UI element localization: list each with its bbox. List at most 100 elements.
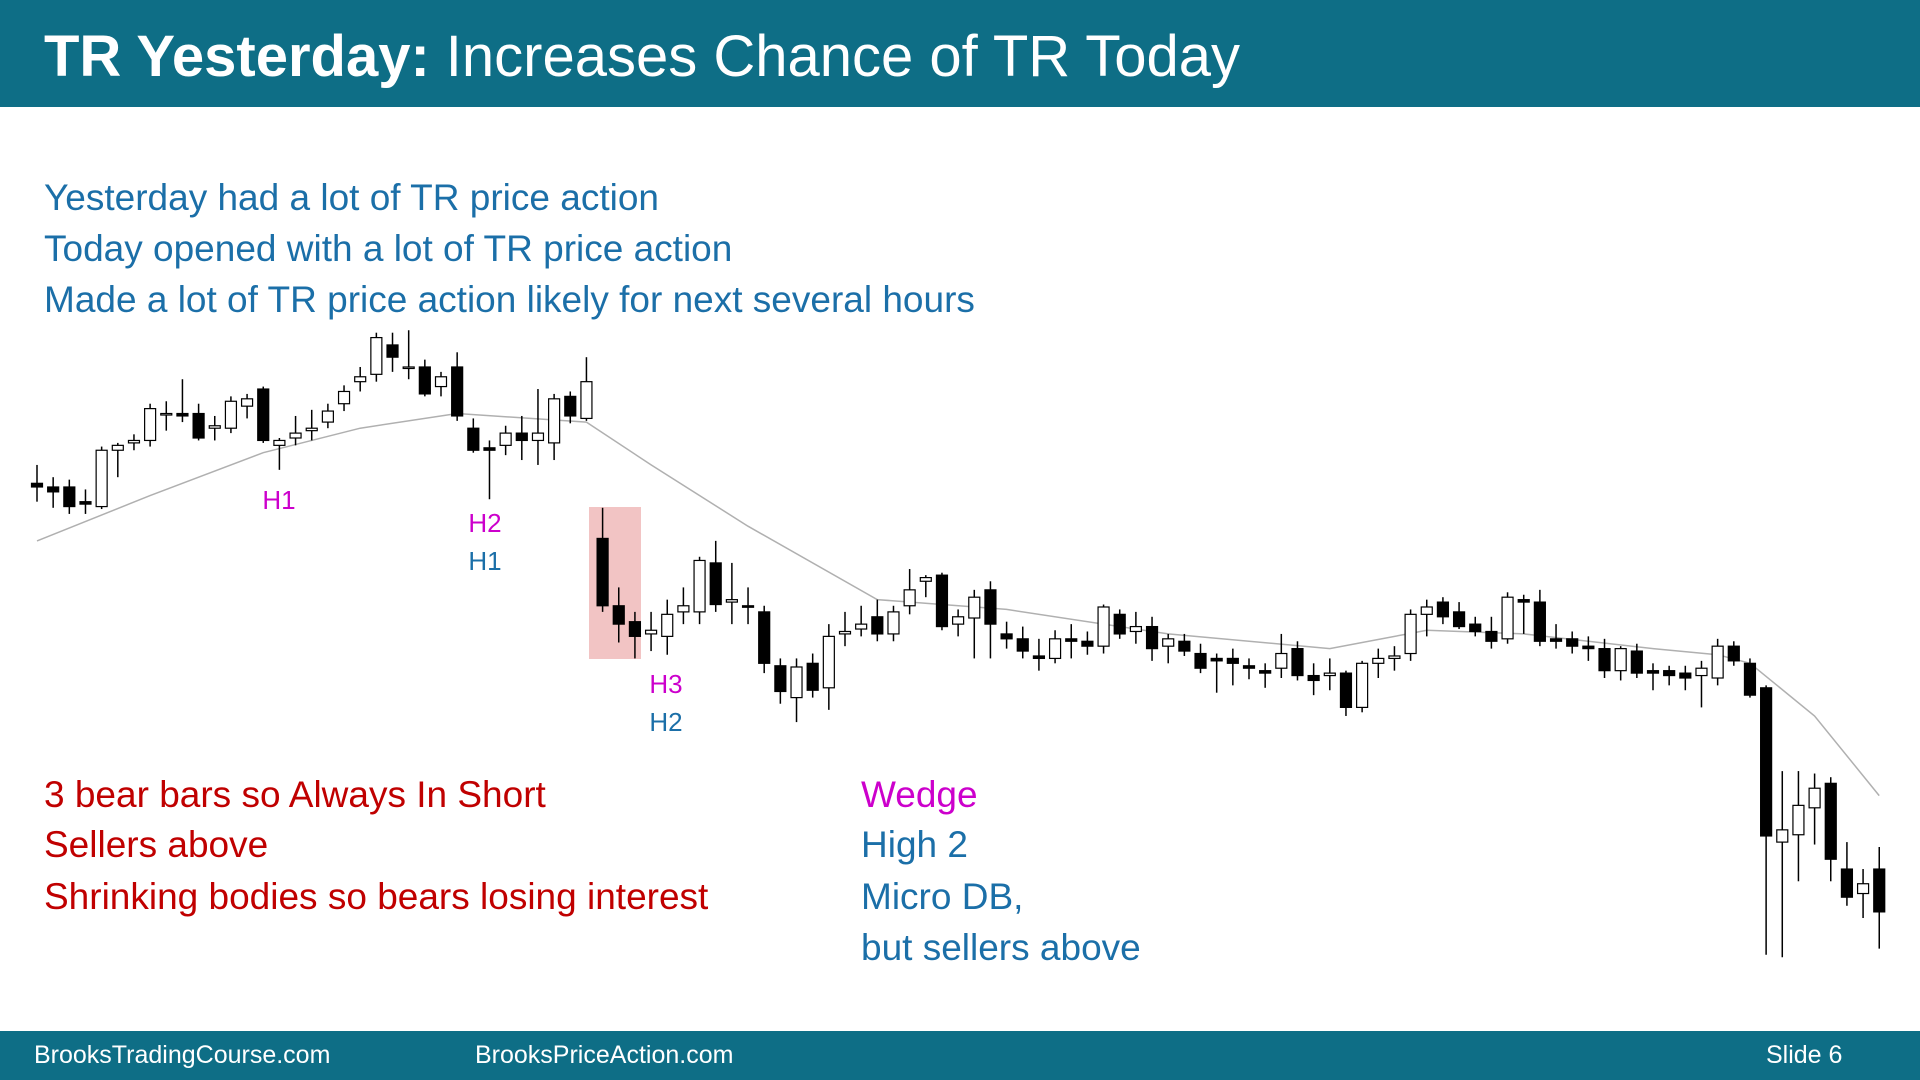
candle-body [1420,606,1433,615]
candle-body [1356,662,1369,708]
candle-body [548,398,561,444]
candle-body [1743,662,1757,696]
candle-body [1226,657,1239,664]
candle-body [483,447,496,451]
candle-body [1372,657,1385,664]
candle-body [1145,625,1159,650]
candle-body [1533,601,1546,642]
candle-body [1549,638,1563,642]
candle-body [1081,640,1094,647]
candle-body [644,629,658,635]
candle-body [968,596,981,619]
candle-body [806,662,819,691]
candle-body [1339,672,1353,709]
candle-body [1178,640,1191,652]
candle-body [1404,613,1417,655]
candle-body [1630,650,1643,674]
candle-body [208,425,221,429]
note-right: but sellers above [861,927,1141,968]
candle-body [192,412,205,439]
candle-body [612,605,625,625]
candle-body [30,482,44,488]
candle-body [289,432,302,439]
candle-body [1501,596,1514,640]
candle-body [952,616,965,625]
candle-body [628,621,642,637]
candle-body [709,562,722,606]
candle-body [1792,804,1805,836]
candle-body [402,366,415,370]
candle-body [515,432,528,442]
candle-body [1065,638,1078,642]
candle-body [224,400,238,429]
candle-body [1048,638,1062,660]
note-left: 3 bear bars so Always In Short [44,774,547,815]
candle-body [386,344,399,358]
candle-body [1436,601,1450,618]
title-rest: Increases Chance of TR Today [446,24,1240,89]
slide-number: Slide 6 [1766,1041,1842,1069]
candle-body [1452,611,1466,628]
candle-body [305,427,318,432]
candle-body [176,412,189,417]
candle-body [63,486,76,508]
candle-body [1727,645,1740,662]
candle-body [903,589,916,607]
candle-body [596,537,609,607]
candle-body [774,665,787,693]
candle-body [677,605,690,613]
candle-body [144,408,157,442]
note-right: Micro DB, [861,876,1023,917]
candle-body [1259,670,1272,674]
candle-body [1614,648,1627,672]
candle-body [273,439,286,446]
note-left: Shrinking bodies so bears losing interes… [44,876,709,917]
candle-body [499,432,512,446]
title-bold: TR Yesterday: [44,24,430,89]
candle-body [693,559,706,613]
intro-line: Yesterday had a lot of TR price action [44,177,659,218]
candle-body [79,501,92,505]
candle-body [1469,623,1482,633]
candle-body [467,427,480,451]
annotation: H3 [649,669,682,699]
candle-body [1242,665,1256,669]
candle-body [1275,652,1288,669]
candle-body [1032,655,1046,660]
candle-body [1129,625,1142,633]
candle-body [887,611,900,635]
candle-body [531,432,545,442]
candle-body [871,616,884,635]
candle-body [1194,652,1207,669]
candle-body [984,589,997,625]
footer-link: BrooksPriceAction.com [475,1041,733,1069]
annotation: H1 [468,546,501,576]
candle-body [935,574,949,628]
candle-body [47,486,60,493]
candle-body [1323,672,1336,677]
candle-body [1097,606,1110,647]
note-right: Wedge [861,774,978,815]
candle-body [321,410,334,423]
candle-body [1000,633,1013,640]
candle-body [564,395,577,417]
candle-body [1388,655,1401,660]
candle-body [1485,630,1498,642]
candle-body [661,613,674,637]
candle-body [370,336,383,375]
candle-body [758,611,771,664]
candle-body [1582,645,1595,650]
candle-body [1598,648,1611,672]
candle-body [1291,648,1304,677]
ema-line [36,412,1880,797]
candle-body [1646,670,1660,674]
annotation: H2 [468,508,501,538]
candle-body [1808,787,1821,809]
intro-line: Today opened with a lot of TR price acti… [44,228,732,269]
candle-body [1679,672,1692,679]
candle-body [127,439,141,444]
candle-body [1517,599,1530,603]
footer-link: BrooksTradingCourse.com [34,1041,330,1069]
candle-body [1210,657,1223,662]
